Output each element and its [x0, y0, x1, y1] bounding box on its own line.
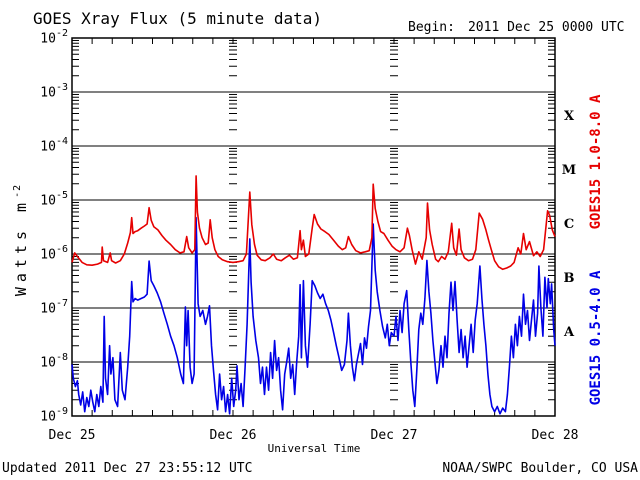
x-tick-label: Dec 25	[48, 428, 96, 443]
begin-timestamp: Begin: 2011 Dec 25 0000 UTC	[408, 20, 625, 35]
begin-label: Begin:	[408, 20, 455, 35]
y-tick-label: 10-3	[40, 82, 68, 101]
series-label-short-wavelength: GOES15 0.5-4.0 A	[588, 270, 604, 406]
x-tick-label: Dec 26	[209, 428, 257, 443]
x-tick-label: Dec 28	[531, 428, 579, 443]
y-tick-label: 10-5	[40, 190, 68, 209]
y-tick-label: 10-9	[40, 406, 68, 425]
credit-text: NOAA/SWPC Boulder, CO USA	[442, 461, 638, 476]
x-axis-title: Universal Time	[267, 442, 361, 455]
y-tick-label: 10-8	[40, 352, 68, 371]
flare-class-M: M	[561, 163, 577, 178]
y-tick-label: 10-6	[40, 244, 68, 263]
chart-title: GOES Xray Flux (5 minute data)	[33, 9, 322, 28]
series-label-long-wavelength: GOES15 1.0-8.0 A	[588, 94, 604, 230]
flare-class-A: A	[563, 325, 575, 340]
flare-class-B: B	[563, 271, 575, 286]
flare-class-X: X	[563, 109, 575, 124]
updated-timestamp: Updated 2011 Dec 27 23:55:12 UTC	[2, 461, 253, 476]
y-tick-label: 10-7	[40, 298, 68, 317]
series-line-long-wavelength	[71, 175, 556, 271]
y-tick-label: 10-4	[40, 136, 68, 155]
flare-class-C: C	[563, 217, 575, 232]
plot-border	[71, 37, 556, 417]
x-tick-label: Dec 27	[370, 428, 418, 443]
y-tick-label: 10-2	[40, 28, 68, 47]
series-line-short-wavelength	[71, 216, 556, 415]
begin-value: 2011 Dec 25 0000 UTC	[467, 20, 625, 35]
